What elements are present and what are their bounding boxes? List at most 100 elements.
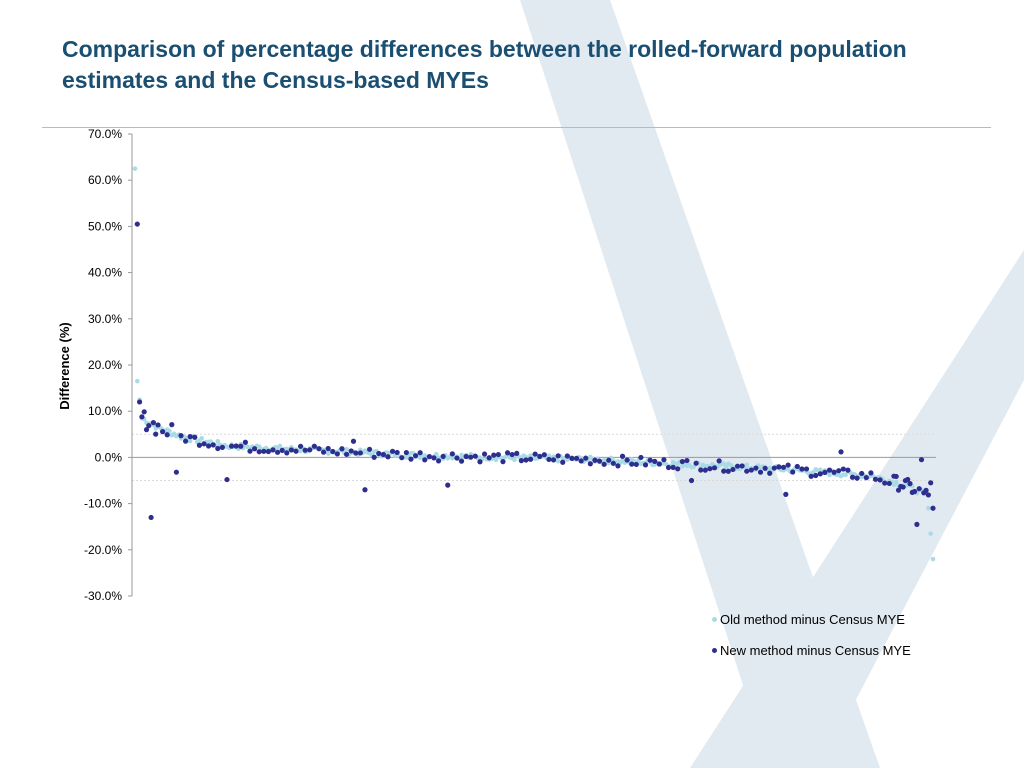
background-x-shape-left [520, 0, 880, 768]
new-method-point [822, 469, 828, 475]
y-tick-label: 40.0% [88, 266, 122, 280]
new-method-point [725, 468, 731, 474]
new-method-series [134, 221, 936, 527]
new-method-point [307, 447, 313, 453]
new-method-point [334, 451, 340, 457]
old-method-point [721, 461, 727, 466]
y-tick-label: -20.0% [84, 543, 122, 557]
new-method-point [859, 470, 865, 477]
new-method-point [895, 487, 902, 493]
old-method-point [893, 479, 899, 485]
new-method-point [624, 457, 630, 463]
new-method-point [164, 432, 170, 438]
new-method-point [886, 480, 892, 487]
chart-axes [131, 134, 936, 596]
new-method-point [148, 514, 154, 521]
new-method-point [882, 480, 888, 486]
new-method-point [215, 445, 221, 452]
new-method-point [440, 453, 446, 460]
new-method-point [868, 470, 874, 476]
new-method-point [918, 457, 925, 463]
new-method-point [573, 455, 580, 461]
new-method-point [702, 467, 708, 473]
new-method-point [325, 445, 331, 452]
new-method-point [330, 448, 336, 455]
new-method-point [532, 451, 538, 457]
new-method-point [192, 434, 198, 440]
new-method-point [799, 466, 805, 472]
new-method-point [153, 431, 159, 437]
new-method-point [785, 462, 791, 468]
new-method-point [546, 456, 552, 463]
new-method-point [596, 458, 603, 464]
new-method-point [813, 472, 819, 479]
new-method-point [730, 466, 736, 473]
new-method-point [238, 443, 244, 449]
y-tick-labels: 70.0% 60.0% 50.0% 40.0% 30.0% 20.0% 10.0% 0.0% -… [84, 127, 132, 603]
new-method-point [675, 466, 681, 472]
new-method-point [803, 466, 810, 472]
y-tick-label: 70.0% [88, 127, 122, 141]
new-method-point [831, 469, 837, 475]
legend-label-new: New method minus Census MYE [720, 643, 911, 658]
old-method-series [132, 166, 936, 562]
new-method-point [592, 457, 598, 463]
new-method-point [587, 461, 593, 467]
new-method-point [403, 449, 409, 456]
old-method-point [187, 438, 193, 444]
old-method-point [277, 443, 283, 449]
new-method-point [394, 449, 400, 456]
new-method-point [615, 463, 621, 469]
new-method-point [514, 450, 520, 456]
new-method-point [698, 467, 704, 473]
legend-marker-old [712, 617, 717, 622]
new-method-point [527, 456, 534, 462]
new-method-point [141, 409, 147, 415]
new-method-point [224, 476, 230, 483]
new-method-point [925, 492, 932, 498]
new-method-point [794, 463, 800, 470]
title-divider [42, 127, 991, 128]
new-method-point [233, 443, 239, 449]
new-method-point [790, 469, 796, 475]
new-method-point [665, 464, 672, 471]
new-method-point [371, 454, 377, 460]
old-method-point [199, 435, 204, 441]
new-method-point [458, 458, 465, 464]
new-method-point [187, 434, 193, 440]
new-method-point [242, 439, 248, 445]
new-method-point [412, 453, 419, 459]
new-method-point [366, 446, 373, 452]
new-method-point [481, 451, 488, 457]
new-method-point [583, 455, 589, 461]
new-method-point [376, 450, 382, 457]
new-method-point [877, 477, 883, 483]
new-method-point [362, 487, 368, 493]
new-method-point [923, 487, 929, 493]
new-method-point [210, 442, 216, 448]
new-method-point [854, 475, 860, 481]
new-method-point [261, 448, 267, 454]
new-method-point [196, 442, 202, 448]
old-method-point [433, 451, 439, 457]
new-method-point [297, 443, 304, 449]
new-method-point [633, 461, 639, 468]
new-method-point [357, 450, 363, 456]
new-method-point [767, 470, 773, 476]
new-method-point [288, 447, 294, 453]
new-method-point [422, 457, 428, 463]
new-method-point [389, 448, 396, 454]
new-method-point [159, 429, 166, 435]
new-method-point [256, 449, 262, 455]
new-method-point [408, 456, 414, 462]
new-method-point [463, 453, 469, 460]
new-method-point [274, 449, 281, 455]
new-method-point [907, 481, 913, 487]
new-method-point [893, 473, 899, 480]
new-method-point [143, 427, 150, 433]
new-method-point [468, 454, 474, 460]
new-method-point [808, 473, 814, 479]
new-method-point [776, 464, 782, 470]
new-method-point [734, 463, 741, 469]
y-tick-label: -10.0% [84, 497, 122, 511]
